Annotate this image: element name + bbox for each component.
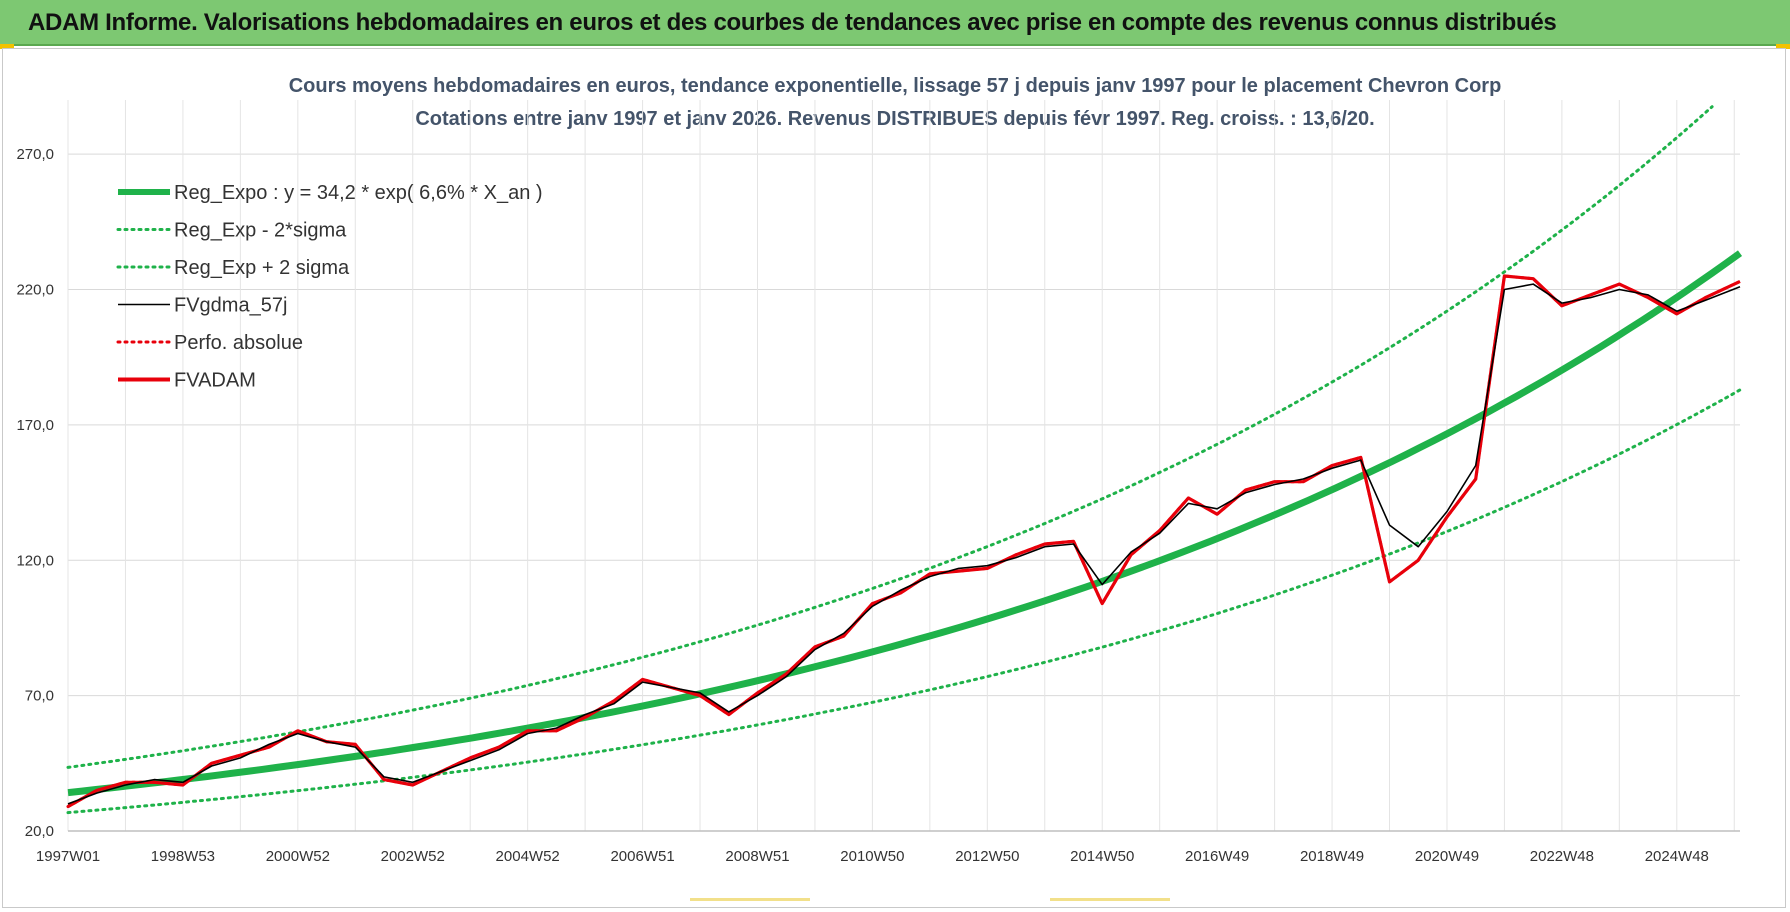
- corner-mark-right: [1776, 44, 1790, 49]
- x-tick-label: 2022W48: [1530, 848, 1594, 865]
- x-tick-label: 2002W52: [381, 848, 445, 865]
- y-tick-label: 220,0: [16, 282, 54, 299]
- x-tick-label: 2004W52: [496, 848, 560, 865]
- legend-label: FVgdma_57j: [174, 295, 287, 317]
- x-tick-label: 2008W51: [725, 848, 789, 865]
- y-tick-label: 70,0: [25, 688, 54, 705]
- y-tick-label: 170,0: [16, 417, 54, 434]
- x-tick-label: 1998W53: [151, 848, 215, 865]
- y-tick-label: 20,0: [25, 823, 54, 840]
- title-banner: ADAM Informe. Valorisations hebdomadaire…: [0, 0, 1790, 46]
- x-tick-label: 2024W48: [1645, 848, 1709, 865]
- x-tick-label: 2016W49: [1185, 848, 1249, 865]
- y-tick-label: 270,0: [16, 146, 54, 163]
- grid: [67, 100, 1740, 832]
- y-tick-label: 120,0: [16, 552, 54, 569]
- series-line-5: [67, 274, 1741, 808]
- banner-title: ADAM Informe. Valorisations hebdomadaire…: [28, 9, 1557, 36]
- x-axis: 1997W01 1998W53 2000W52 2002W52 2004W52 2006W…: [36, 830, 1740, 865]
- x-tick-label: 2012W50: [955, 848, 1019, 865]
- series-line-3: [67, 283, 1741, 805]
- x-tick-label: 2010W50: [840, 848, 904, 865]
- series-line-1: [66, 388, 1742, 815]
- chart-frame: [2, 48, 1786, 908]
- y-axis: 20,0 70,0 120,0 170,0 220,0 270,0: [16, 146, 54, 840]
- legend: Reg_Expo : y = 34,2 * exp( 6,6% * X_an )…: [116, 182, 543, 392]
- chart-title: Cours moyens hebdomadaires en euros, ten…: [289, 75, 1502, 97]
- legend-label: FVADAM: [174, 370, 256, 392]
- series-line-2: [66, 105, 1714, 769]
- legend-label: Reg_Exp - 2*sigma: [174, 220, 347, 242]
- chart-subtitle: Cotations entre janv 1997 et janv 2026. …: [415, 108, 1374, 130]
- x-tick-label: 1997W01: [36, 848, 100, 865]
- legend-label: Reg_Expo : y = 34,2 * exp( 6,6% * X_an ): [174, 182, 543, 204]
- x-tick-label: 2000W52: [266, 848, 330, 865]
- x-tick-label: 2006W51: [610, 848, 674, 865]
- legend-label: Perfo. absolue: [174, 332, 303, 354]
- bottom-mark-right: [1050, 898, 1170, 901]
- legend-label: Reg_Exp + 2 sigma: [174, 257, 350, 279]
- x-tick-label: 2014W50: [1070, 848, 1134, 865]
- corner-mark-left: [0, 44, 14, 49]
- bottom-mark-left: [690, 898, 810, 901]
- x-tick-label: 2020W49: [1415, 848, 1479, 865]
- x-tick-label: 2018W49: [1300, 848, 1364, 865]
- series-line-0: [67, 250, 1743, 797]
- series-group: [66, 105, 1743, 815]
